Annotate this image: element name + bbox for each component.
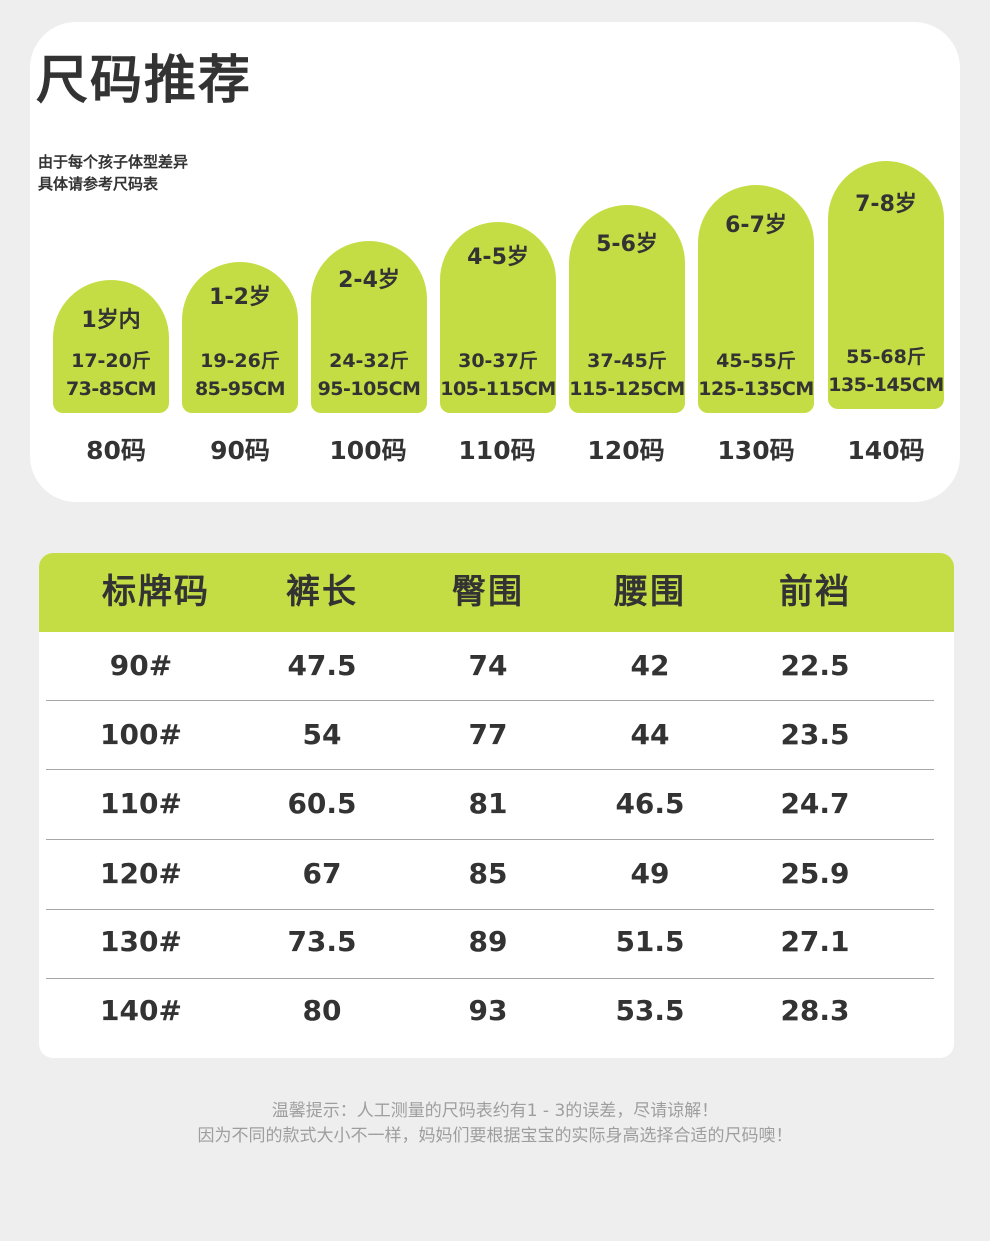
row-divider bbox=[46, 978, 934, 979]
arch-weight: 37-45斤 bbox=[587, 350, 667, 372]
cell-waist: 46.5 bbox=[615, 787, 685, 820]
arch-height: 85-95CM bbox=[194, 378, 286, 400]
cell-waist: 42 bbox=[630, 649, 670, 682]
arch-height: 115-125CM bbox=[569, 378, 685, 400]
arch-age: 4-5岁 bbox=[467, 245, 529, 270]
cell-pants-length: 73.5 bbox=[287, 925, 357, 958]
arch-height: 73-85CM bbox=[65, 378, 157, 400]
arch-weight: 30-37斤 bbox=[458, 350, 538, 372]
arch-age: 1岁内 bbox=[81, 308, 141, 333]
subtitle-line-1: 由于每个孩子体型差异 bbox=[38, 153, 189, 171]
table-row: 140# 80 93 53.5 28.3 bbox=[39, 976, 954, 1045]
arch-weight: 24-32斤 bbox=[329, 350, 409, 372]
cell-waist: 44 bbox=[630, 718, 670, 751]
cell-front-rise: 24.7 bbox=[780, 787, 850, 820]
row-divider bbox=[46, 700, 934, 701]
cell-tag-size: 120# bbox=[100, 857, 182, 890]
cell-hip: 77 bbox=[468, 718, 508, 751]
cell-tag-size: 130# bbox=[100, 925, 182, 958]
cell-waist: 51.5 bbox=[615, 925, 685, 958]
cell-waist: 49 bbox=[630, 857, 670, 890]
size-code-label: 130码 bbox=[717, 436, 795, 465]
cell-hip: 89 bbox=[468, 925, 508, 958]
subtitle-line-2: 具体请参考尺码表 bbox=[38, 175, 159, 193]
cell-front-rise: 28.3 bbox=[780, 994, 850, 1027]
size-arch-7: 7-8岁 55-68斤 135-145CM bbox=[828, 161, 944, 409]
size-arch-2: 1-2岁 19-26斤 85-95CM bbox=[182, 262, 298, 413]
column-header-waist: 腰围 bbox=[614, 572, 686, 612]
cell-pants-length: 67 bbox=[302, 857, 342, 890]
table-header: 标牌码 裤长 臀围 腰围 前裆 bbox=[39, 553, 954, 632]
cell-hip: 93 bbox=[468, 994, 508, 1027]
size-code-label: 80码 bbox=[86, 436, 146, 465]
size-arch-1: 1岁内 17-20斤 73-85CM bbox=[53, 280, 169, 413]
page-title: 尺码推荐 bbox=[36, 51, 253, 111]
cell-tag-size: 110# bbox=[100, 787, 182, 820]
arch-age: 2-4岁 bbox=[338, 268, 400, 293]
column-header-tag-size: 标牌码 bbox=[102, 572, 210, 612]
table-row: 110# 60.5 81 46.5 24.7 bbox=[39, 769, 954, 838]
cell-tag-size: 140# bbox=[100, 994, 182, 1027]
cell-waist: 53.5 bbox=[615, 994, 685, 1027]
cell-pants-length: 54 bbox=[302, 718, 342, 751]
column-header-hip: 臀围 bbox=[452, 572, 524, 612]
row-divider bbox=[46, 909, 934, 910]
arch-weight: 55-68斤 bbox=[846, 346, 926, 368]
row-divider bbox=[46, 769, 934, 770]
table-row: 90# 47.5 74 42 22.5 bbox=[39, 631, 954, 700]
column-header-front-rise: 前裆 bbox=[779, 572, 851, 612]
arch-height: 125-135CM bbox=[698, 378, 814, 400]
column-header-pants-length: 裤长 bbox=[286, 572, 358, 612]
cell-hip: 85 bbox=[468, 857, 508, 890]
size-arch-3: 2-4岁 24-32斤 95-105CM bbox=[311, 241, 427, 413]
arch-age: 1-2岁 bbox=[209, 285, 271, 310]
size-code-label: 110码 bbox=[458, 436, 536, 465]
cell-hip: 74 bbox=[468, 649, 508, 682]
size-arch-6: 6-7岁 45-55斤 125-135CM bbox=[698, 185, 814, 413]
tip-note-line-1: 温馨提示：人工测量的尺码表约有1 - 3的误差，尽请谅解！ bbox=[271, 1101, 719, 1121]
size-arch-5: 5-6岁 37-45斤 115-125CM bbox=[569, 205, 685, 413]
arch-weight: 17-20斤 bbox=[71, 350, 151, 372]
cell-front-rise: 22.5 bbox=[780, 649, 850, 682]
arch-weight: 19-26斤 bbox=[200, 350, 280, 372]
cell-pants-length: 47.5 bbox=[287, 649, 357, 682]
table-row: 120# 67 85 49 25.9 bbox=[39, 839, 954, 908]
arch-age: 5-6岁 bbox=[596, 232, 658, 257]
arch-height: 105-115CM bbox=[440, 378, 556, 400]
arch-age: 6-7岁 bbox=[725, 213, 787, 238]
cell-front-rise: 27.1 bbox=[780, 925, 850, 958]
size-code-label: 90码 bbox=[210, 436, 270, 465]
tip-note-line-2: 因为不同的款式大小不一样，妈妈们要根据宝宝的实际身高选择合适的尺码噢！ bbox=[197, 1126, 793, 1146]
row-divider bbox=[46, 839, 934, 840]
size-arch-4: 4-5岁 30-37斤 105-115CM bbox=[440, 222, 556, 413]
cell-pants-length: 60.5 bbox=[287, 787, 357, 820]
cell-tag-size: 90# bbox=[109, 649, 173, 682]
table-row: 130# 73.5 89 51.5 27.1 bbox=[39, 907, 954, 976]
cell-pants-length: 80 bbox=[302, 994, 342, 1027]
cell-front-rise: 25.9 bbox=[780, 857, 850, 890]
size-table: 标牌码 裤长 臀围 腰围 前裆 90# 47.5 74 42 22.5 100#… bbox=[39, 553, 954, 1058]
arch-age: 7-8岁 bbox=[855, 192, 917, 217]
arch-height: 135-145CM bbox=[828, 374, 944, 396]
size-code-label: 100码 bbox=[329, 436, 407, 465]
cell-hip: 81 bbox=[468, 787, 508, 820]
arch-height: 95-105CM bbox=[317, 378, 421, 400]
arch-weight: 45-55斤 bbox=[716, 350, 796, 372]
cell-tag-size: 100# bbox=[100, 718, 182, 751]
table-row: 100# 54 77 44 23.5 bbox=[39, 700, 954, 769]
size-code-label: 120码 bbox=[587, 436, 665, 465]
cell-front-rise: 23.5 bbox=[780, 718, 850, 751]
size-code-label: 140码 bbox=[847, 436, 925, 465]
